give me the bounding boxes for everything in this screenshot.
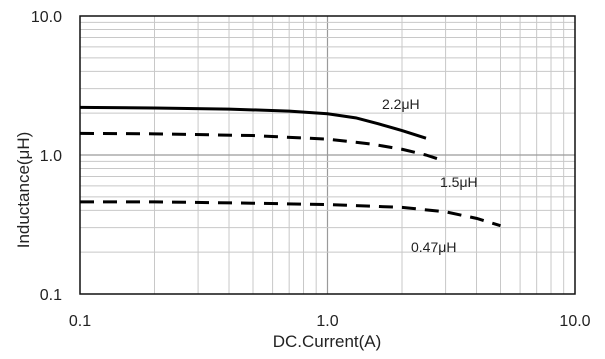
series-label-2-2uh: 2.2μH: [382, 96, 420, 112]
series-label-0-47uh: 0.47μH: [411, 239, 456, 255]
series-line-1: [79, 105, 427, 140]
series-line-2: [79, 131, 447, 163]
series-line-3: [80, 200, 501, 228]
x-tick-label: 0.1: [69, 313, 91, 330]
series-layer: [79, 105, 501, 228]
series-label-1-5uh: 1.5μH: [440, 174, 478, 190]
y-axis-title: Inductance(μH): [14, 132, 33, 249]
x-axis-title: DC.Current(A): [273, 332, 382, 351]
y-tick-label: 1.0: [40, 148, 62, 165]
x-tick-label: 1.0: [316, 313, 338, 330]
y-tick-label: 10.0: [31, 9, 62, 26]
y-tick-label: 0.1: [40, 287, 62, 304]
plot-frame: [79, 15, 576, 295]
x-tick-label: 10.0: [559, 313, 590, 330]
grid: [80, 16, 575, 294]
